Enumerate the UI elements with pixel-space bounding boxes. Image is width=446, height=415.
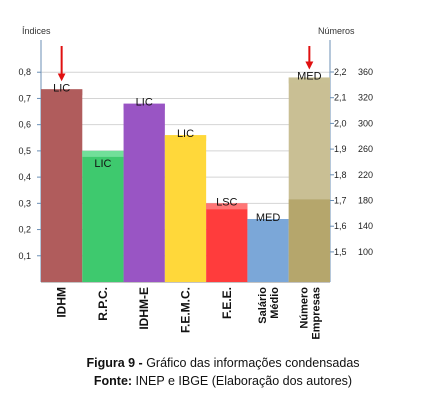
right-axis-title: Números [318, 26, 355, 36]
right-tick-label-index: 2,0 [334, 118, 347, 128]
category-label: Número Empresas [298, 287, 322, 340]
bar-top-band [82, 150, 124, 157]
left-tick-label: 0,2 [18, 225, 31, 235]
right-tick-label-number: 300 [358, 118, 373, 128]
right-tick-label-number: 360 [358, 67, 373, 77]
caption-line-2: Fonte: INEP e IBGE (Elaboração dos autor… [0, 374, 446, 388]
left-tick-label: 0,7 [18, 93, 31, 103]
category-label: R.P.C. [96, 287, 110, 321]
labels-layer: LIC LIC LIC LIC LSC MED MED [53, 70, 322, 224]
right-tick-label-index: 1,9 [334, 144, 347, 154]
category-label: IDHM [55, 287, 69, 318]
bar-top-band [288, 77, 330, 84]
right-tick-label-index: 1,6 [334, 221, 347, 231]
bar-idhm [41, 89, 83, 283]
right-tick-label-number: 100 [358, 247, 373, 257]
left-axis-title: Índices [22, 26, 51, 36]
left-tick-label: 0,8 [18, 67, 31, 77]
category-label: Salário Médio [257, 287, 281, 324]
left-tick-label: 0,1 [18, 251, 31, 261]
right-tick-label-index: 1,5 [334, 247, 347, 257]
bar-top-band [247, 219, 289, 226]
bar-top-band [164, 135, 207, 142]
category-label: IDHM-E [137, 287, 151, 330]
caption-figure-label: Figura 9 - [86, 356, 143, 370]
bar-class-label: LIC [177, 128, 194, 140]
indices-bar-chart: Índices Números LIC LIC LIC LIC LSC MED MED 0,… [18, 26, 373, 340]
category-label-line: IDHM-E [137, 287, 151, 330]
category-label-line: R.P.C. [96, 287, 110, 321]
left-tick-label: 0,4 [18, 172, 31, 182]
caption-source-text: INEP e IBGE (Elaboração dos autores) [132, 374, 353, 388]
ticks-layer: 0,1 0,2 0,3 0,4 0,5 0,6 0,7 0,8 1,5 100 1,6 140 1,7 1… [18, 67, 373, 261]
category-label-line: Empresas [310, 287, 322, 340]
right-tick-label-number: 220 [358, 170, 373, 180]
bar-class-label: MED [256, 212, 281, 224]
bar-top-band [41, 89, 83, 96]
category-label-line: Salário [257, 287, 269, 324]
right-tick-label-number: 320 [358, 93, 373, 103]
right-tick-label-index: 1,8 [334, 170, 347, 180]
left-tick-label: 0,6 [18, 120, 31, 130]
category-label-line: IDHM [55, 287, 69, 318]
caption-figure-text: Gráfico das informações condensadas [142, 356, 360, 370]
bar-idhm-e [123, 103, 165, 282]
category-label-line: Número [298, 287, 310, 329]
right-tick-label-number: 140 [358, 221, 373, 231]
bar-f-e-e- [206, 203, 248, 282]
bar-class-label: LIC [136, 97, 153, 109]
bar-class-label: LSC [216, 196, 237, 208]
category-label: F.E.E. [220, 287, 234, 319]
bar-class-label: LIC [94, 158, 111, 170]
arrow-layer [57, 46, 314, 82]
category-label: F.E.M.C. [179, 287, 193, 333]
bar-sal-rio-m-dio [247, 219, 289, 282]
right-tick-label-index: 1,7 [334, 196, 347, 206]
caption-source-label: Fonte: [93, 374, 133, 388]
category-label-line: Médio [269, 287, 281, 319]
right-tick-label-number: 180 [358, 196, 373, 206]
bars-layer [41, 77, 330, 283]
right-tick-label-index: 2,1 [334, 93, 347, 103]
left-tick-label: 0,5 [18, 146, 31, 156]
right-tick-label-index: 2,2 [334, 67, 347, 77]
bar-r-p-c- [82, 150, 124, 282]
bar-f-e-m-c- [164, 135, 207, 282]
caption-line-1: Figura 9 - Gráfico das informações conde… [0, 356, 446, 370]
category-label-line: F.E.E. [220, 287, 234, 319]
category-labels-layer: IDHM R.P.C. IDHM-E F.E.M.C. F.E.E. Salário Méd… [55, 287, 323, 340]
bar-top-band [206, 203, 248, 210]
bar-top-band [123, 103, 165, 110]
bar-inner-segment [288, 199, 330, 282]
left-tick-label: 0,3 [18, 198, 31, 208]
right-tick-label-number: 260 [358, 144, 373, 154]
bar-class-label: MED [297, 70, 322, 82]
category-label-line: F.E.M.C. [179, 287, 193, 333]
bar-class-label: LIC [53, 82, 70, 94]
